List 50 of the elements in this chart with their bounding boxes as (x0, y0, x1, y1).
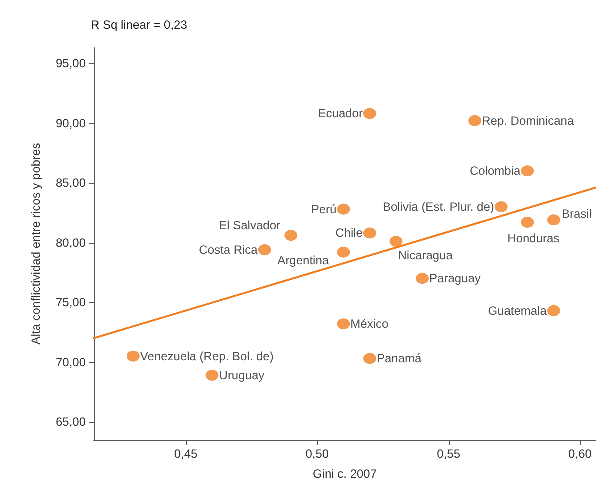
annotation: Brasil (562, 207, 592, 222)
x-axis-title: Gini c. 2007 (312, 467, 378, 481)
point (494, 201, 508, 212)
annotation: Perú (311, 202, 337, 216)
annotation: El Salvador (219, 218, 280, 233)
point (258, 244, 272, 256)
point (363, 353, 376, 364)
point (521, 166, 534, 177)
y-axis-title: Alta conflictividad entre ricos y pobres (29, 143, 43, 345)
point (337, 204, 350, 215)
text: R Sq linear = 0,23 (91, 18, 188, 32)
x-tick-label: 0,45 (174, 447, 198, 461)
point (547, 214, 560, 226)
annotation: Rep. Dominicana (482, 114, 574, 128)
point (416, 273, 430, 284)
x-tick-label: 0,50 (306, 447, 330, 461)
annotation: Costa Rica (199, 242, 258, 257)
x-tick-label: 0,60 (568, 447, 592, 461)
point (284, 230, 298, 242)
point (337, 246, 350, 258)
point (363, 108, 376, 120)
annotation: Venezuela (Rep. Bol. de) (140, 349, 274, 364)
annotation: México (350, 317, 390, 332)
y-tick-label: 80,00 (56, 236, 86, 250)
annotation: Paraguay (430, 272, 481, 286)
y-tick-label: 75,00 (56, 296, 86, 310)
point (390, 236, 403, 248)
y-tick-label: 70,00 (56, 355, 86, 370)
annotation: Guatemala (488, 304, 548, 318)
annotation: Panamá (376, 352, 422, 366)
point (126, 350, 140, 362)
annotation: Colombia (470, 164, 521, 178)
x-tick-label: 0,55 (437, 447, 461, 461)
annotation: Honduras (508, 231, 560, 246)
point (363, 228, 376, 239)
y-tick-label: 90,00 (56, 116, 86, 130)
point (521, 216, 534, 228)
y-tick-label: 65,00 (56, 415, 86, 430)
y-tick-label: 85,00 (56, 176, 86, 190)
point (206, 370, 219, 381)
annotation: Argentina (278, 253, 330, 268)
annotation: Bolivia (Est. Plur. de) (383, 200, 494, 214)
y-tick-label: 95,00 (56, 56, 86, 71)
annotation: Uruguay (219, 368, 265, 382)
annotation: Nicaragua (398, 248, 454, 263)
point (337, 318, 350, 330)
point (468, 115, 482, 126)
point (547, 305, 560, 316)
annotation: Ecuador (318, 106, 363, 121)
annotation: Chile (336, 226, 364, 240)
